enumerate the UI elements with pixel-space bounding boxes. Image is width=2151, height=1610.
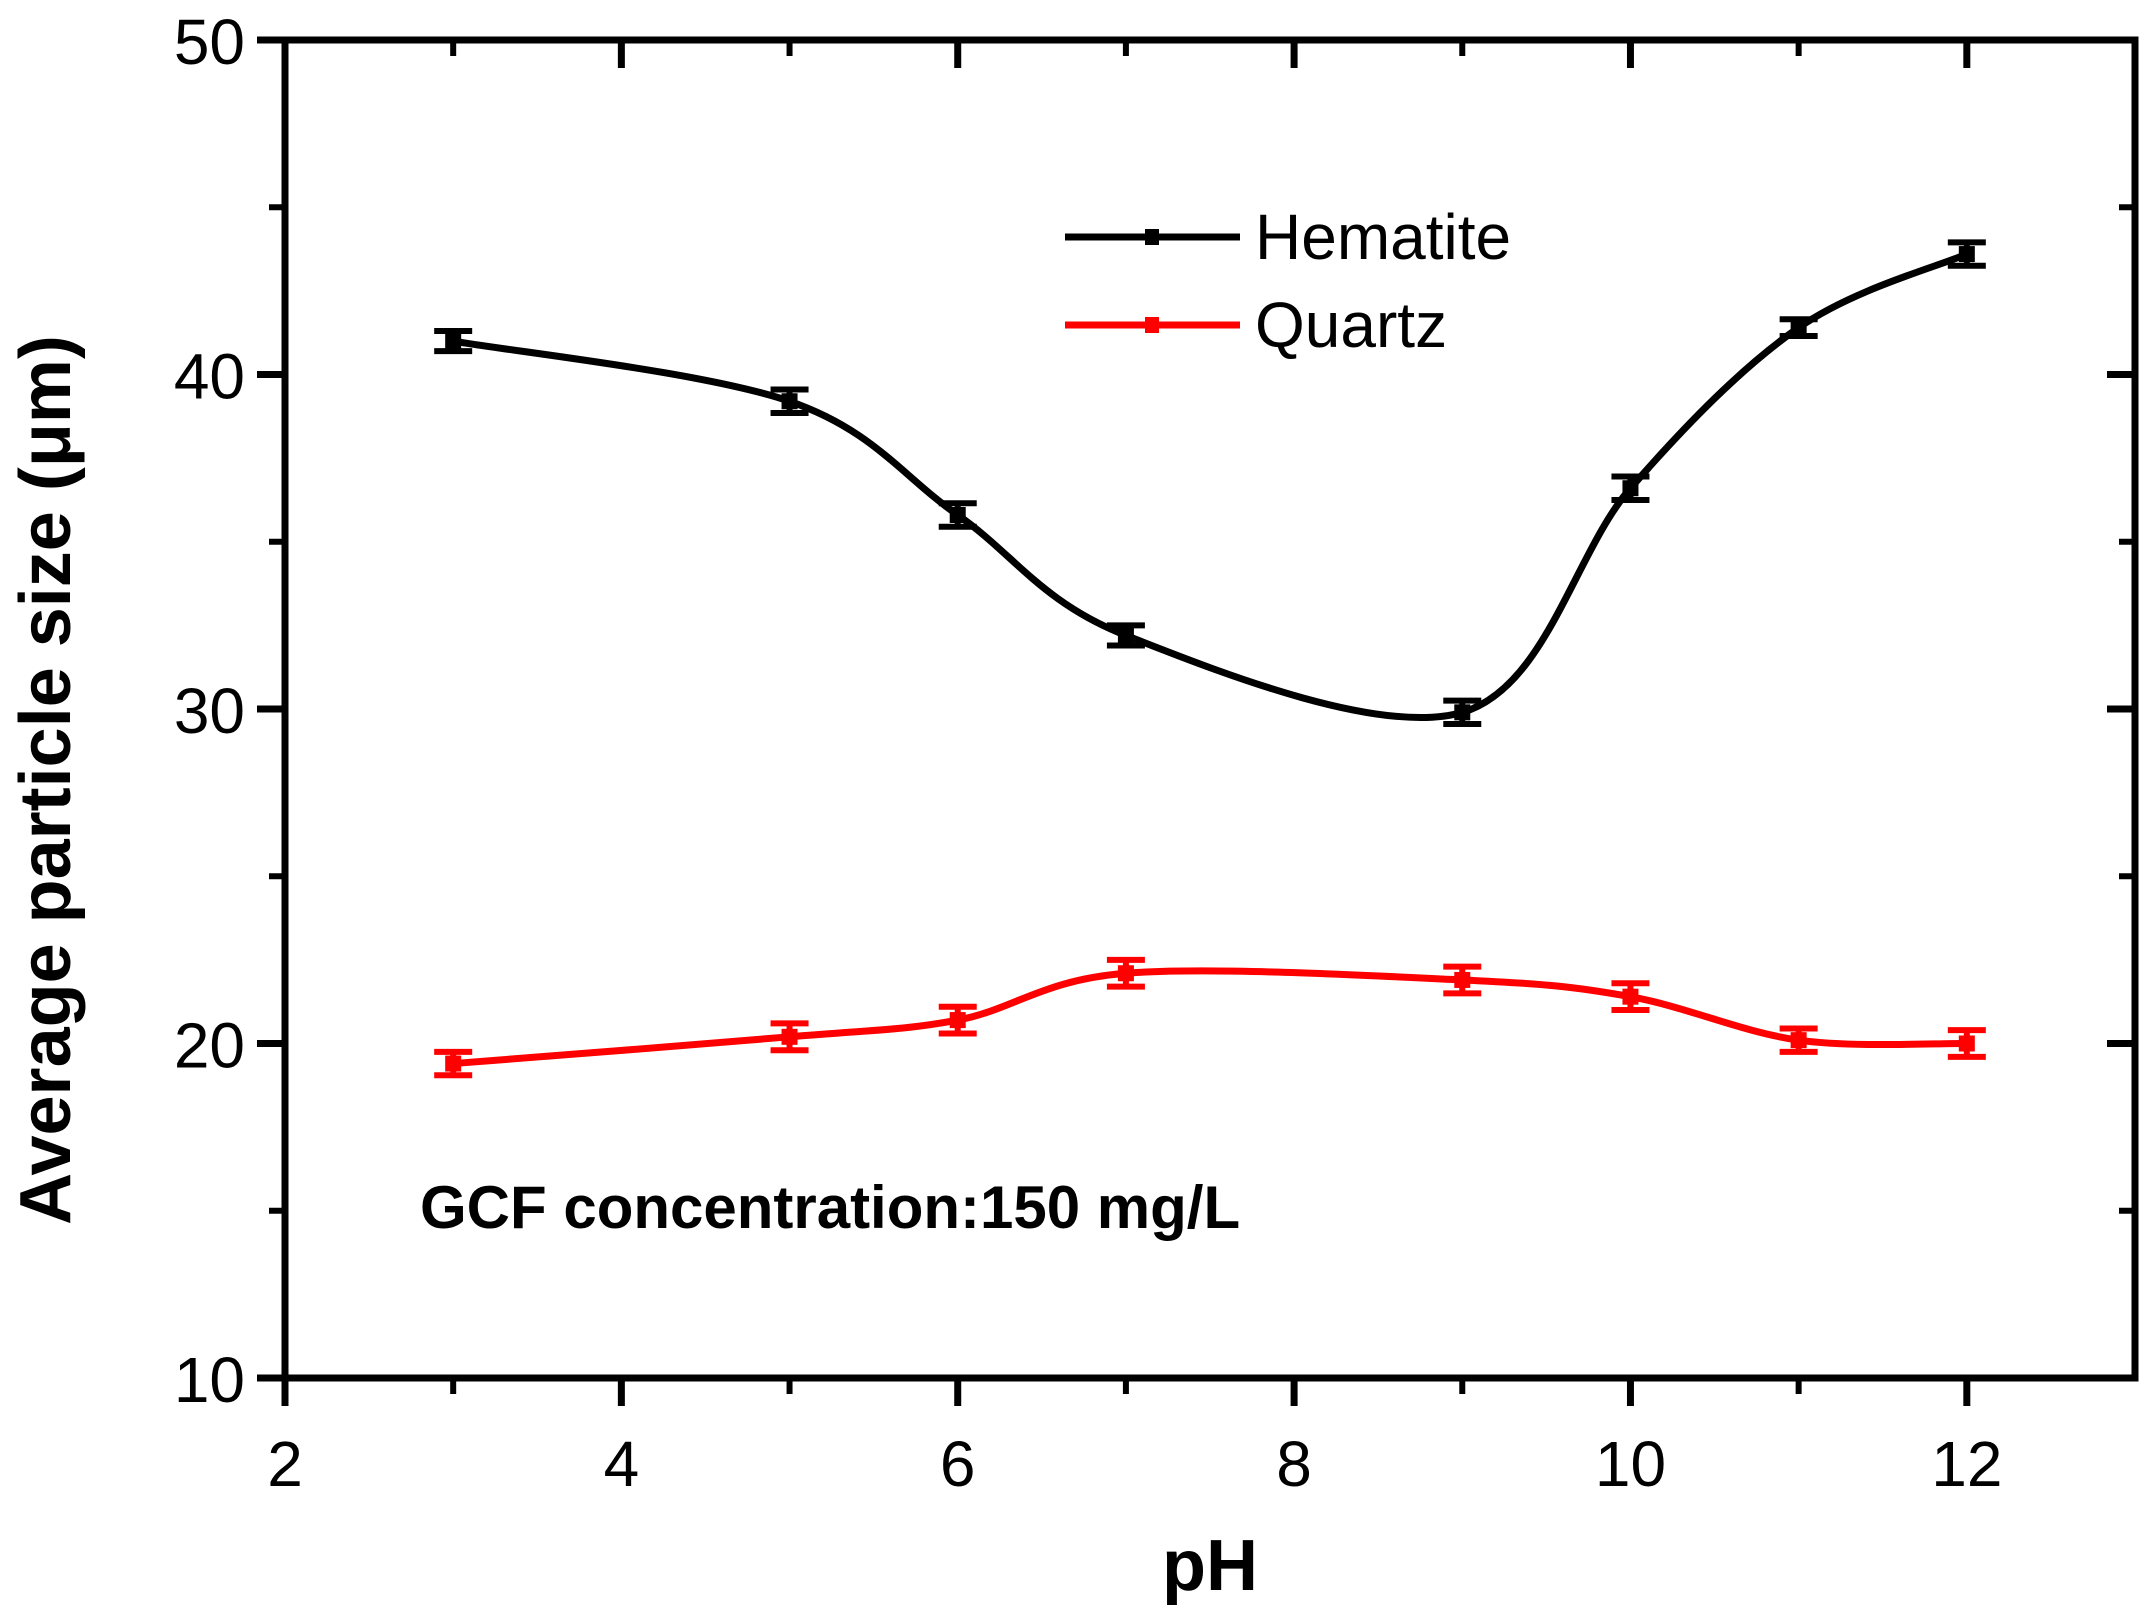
x-axis-title: pH: [1162, 1526, 1258, 1606]
data-point-hematite-9: [1454, 704, 1471, 721]
x-tick-label-4: 4: [604, 1428, 640, 1500]
y-tick-label-40: 40: [174, 341, 245, 413]
data-point-quartz-12: [1958, 1035, 1975, 1052]
series-quartz: [434, 956, 1986, 1079]
data-point-hematite-12: [1958, 246, 1975, 263]
legend-marker-hematite: [1145, 229, 1159, 245]
data-point-quartz-10: [1622, 988, 1639, 1005]
series-hematite: [434, 239, 1986, 728]
series-line-quartz: [452, 967, 1967, 1068]
data-point-hematite-6: [949, 506, 966, 523]
data-point-quartz-5: [781, 1028, 798, 1045]
data-point-hematite-10: [1622, 480, 1639, 497]
data-point-hematite-7: [1117, 627, 1134, 644]
data-point-quartz-9: [1454, 971, 1471, 988]
y-tick-label-50: 50: [174, 6, 245, 78]
legend-label-quartz: Quartz: [1255, 289, 1447, 361]
data-point-hematite-3: [445, 333, 462, 350]
x-tick-label-2: 2: [267, 1428, 303, 1500]
x-tick-label-10: 10: [1595, 1428, 1666, 1500]
legend: Hematite Quartz: [1065, 201, 1511, 361]
y-tick-label-30: 30: [174, 675, 245, 747]
data-point-quartz-7: [1117, 965, 1134, 982]
data-point-hematite-5: [781, 393, 798, 410]
y-tick-label-10: 10: [174, 1344, 245, 1416]
x-tick-label-6: 6: [940, 1428, 976, 1500]
annotation-text: GCF concentration:150 mg/L: [420, 1174, 1240, 1241]
x-tick-label-8: 8: [1276, 1428, 1312, 1500]
data-point-hematite-11: [1790, 319, 1807, 336]
data-point-quartz-11: [1790, 1032, 1807, 1049]
legend-marker-quartz: [1145, 317, 1159, 333]
y-tick-label-20: 20: [174, 1010, 245, 1082]
data-point-quartz-3: [445, 1055, 462, 1072]
legend-label-hematite: Hematite: [1255, 201, 1511, 273]
y-axis-title: Average particle size (μm): [6, 335, 86, 1225]
data-point-quartz-6: [949, 1012, 966, 1029]
x-tick-label-12: 12: [1931, 1428, 2002, 1500]
